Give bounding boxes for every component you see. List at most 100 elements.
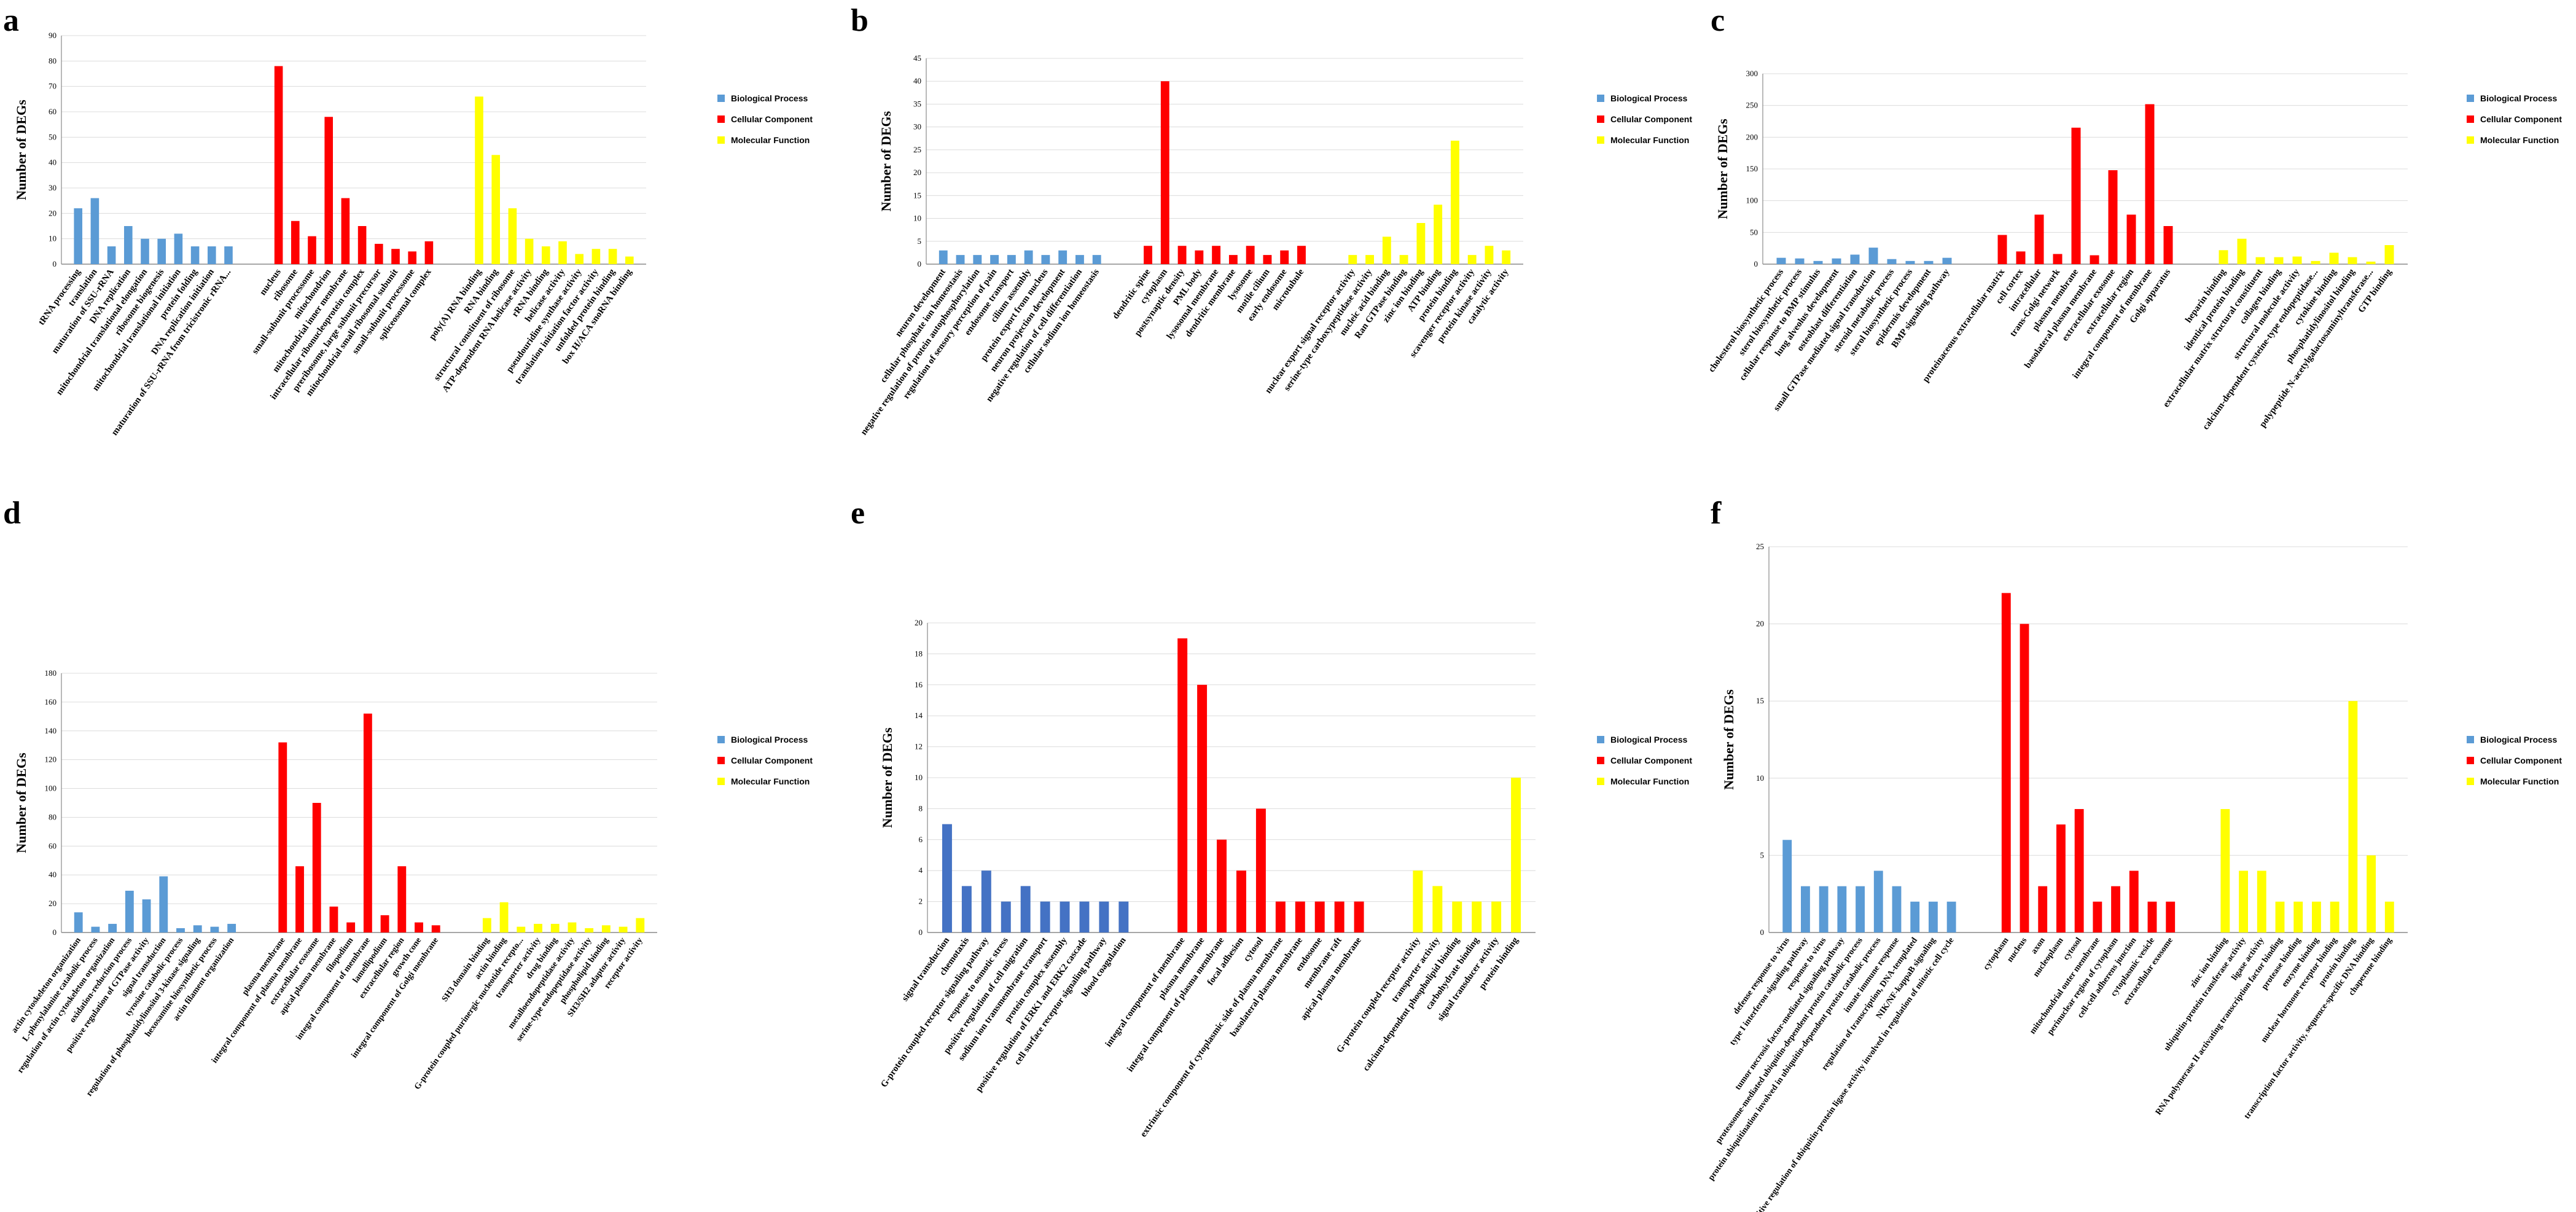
legend-label: Biological Process xyxy=(1610,93,1687,103)
y-tick-label: 300 xyxy=(1746,69,1758,78)
y-tick-label: 10 xyxy=(913,214,921,223)
bar xyxy=(308,236,316,264)
legend-label: Molecular Function xyxy=(1610,776,1689,786)
legend-label: Molecular Function xyxy=(1610,135,1689,145)
y-tick-label: 0 xyxy=(53,259,57,268)
y-tick-label: 15 xyxy=(913,190,921,200)
y-tick-label: 20 xyxy=(1756,619,1764,628)
bar xyxy=(90,198,100,264)
bar xyxy=(1354,901,1364,932)
bar xyxy=(608,249,617,264)
bar xyxy=(1060,901,1070,932)
legend-label: Biological Process xyxy=(1610,735,1687,745)
bar xyxy=(1776,257,1786,264)
bar xyxy=(1467,255,1477,264)
bar xyxy=(431,925,440,932)
bar xyxy=(625,256,634,264)
legend-label: Cellular Component xyxy=(2480,756,2562,765)
bar xyxy=(2384,901,2394,932)
y-tick-label: 50 xyxy=(49,132,57,141)
legend-label: Cellular Component xyxy=(1610,114,1692,124)
bar xyxy=(1246,246,1255,264)
bar xyxy=(1873,870,1883,932)
bar xyxy=(190,246,200,264)
y-tick-label: 160 xyxy=(45,697,57,706)
legend-label: Molecular Function xyxy=(731,135,810,145)
legend-label: Biological Process xyxy=(2480,735,2557,745)
bar xyxy=(2129,870,2139,932)
y-tick-label: 15 xyxy=(1756,696,1764,705)
bar xyxy=(1099,901,1109,932)
bar xyxy=(568,922,577,932)
bar xyxy=(2145,104,2155,264)
chart-panel-a: a 0 10 20 30 40 50 60 70 80 90 Number of DEGs tRNA p… xyxy=(0,0,848,605)
bar xyxy=(2090,255,2099,264)
bar xyxy=(2093,901,2102,932)
legend-swatch xyxy=(717,736,725,743)
bar xyxy=(534,923,542,932)
legend-swatch xyxy=(2467,136,2474,144)
x-tick-label: axon xyxy=(2029,936,2047,956)
bar xyxy=(1892,886,1902,932)
bar xyxy=(1399,255,1408,264)
legend-swatch xyxy=(717,115,725,123)
bar xyxy=(1058,250,1067,264)
bar xyxy=(2016,251,2026,264)
bar xyxy=(1365,255,1374,264)
bar xyxy=(397,866,407,932)
bar xyxy=(74,912,83,932)
bar xyxy=(1001,901,1011,932)
legend-label: Molecular Function xyxy=(731,776,810,786)
y-tick-label: 40 xyxy=(49,870,57,879)
y-tick-label: 30 xyxy=(913,122,921,131)
y-tick-label: 100 xyxy=(1746,196,1758,205)
y-tick-label: 8 xyxy=(919,803,923,813)
bar xyxy=(2384,245,2394,264)
y-tick-label: 150 xyxy=(1746,164,1758,173)
bar xyxy=(2367,855,2376,932)
bar xyxy=(295,866,304,932)
y-tick-label: 30 xyxy=(49,183,57,192)
y-tick-label: 4 xyxy=(919,866,923,875)
bar xyxy=(210,926,219,932)
y-tick-label: 0 xyxy=(918,259,922,268)
legend-swatch xyxy=(717,95,725,102)
y-tick-label: 25 xyxy=(913,145,921,154)
bar xyxy=(2001,593,2011,932)
y-tick-label: 0 xyxy=(919,928,923,937)
chart-panel-f: f 0 5 10 15 20 25 Number of DEGs defense respons… xyxy=(1707,498,2576,1212)
y-tick-label: 60 xyxy=(49,107,57,116)
bar xyxy=(1177,246,1187,264)
y-axis-label: Number of DEGs xyxy=(14,753,29,853)
bar xyxy=(2348,701,2358,932)
bar xyxy=(1910,901,1920,932)
bar xyxy=(585,928,594,932)
bar xyxy=(499,902,509,932)
bar xyxy=(1887,259,1897,264)
panel-letter: e xyxy=(851,496,865,531)
bar xyxy=(108,923,117,932)
y-tick-label: 20 xyxy=(915,618,923,627)
legend-swatch xyxy=(717,757,725,764)
y-axis-label: Number of DEGs xyxy=(14,100,29,200)
bar xyxy=(1228,255,1238,264)
legend-swatch xyxy=(1597,136,1604,144)
bar xyxy=(990,255,999,264)
bar xyxy=(508,208,517,264)
y-tick-label: 0 xyxy=(53,928,57,937)
bar xyxy=(2274,257,2284,264)
y-tick-label: 12 xyxy=(915,742,923,751)
bar xyxy=(1212,246,1221,264)
bar xyxy=(1832,258,1841,264)
bar xyxy=(575,254,584,264)
bar xyxy=(1782,840,1792,932)
bar xyxy=(224,246,233,264)
x-tick-label: cytoplasm xyxy=(1981,936,2010,972)
bar xyxy=(2330,901,2340,932)
bar xyxy=(1334,901,1345,932)
legend-label: Molecular Function xyxy=(2480,135,2559,145)
y-tick-label: 45 xyxy=(913,53,921,63)
bar xyxy=(1946,901,1956,932)
